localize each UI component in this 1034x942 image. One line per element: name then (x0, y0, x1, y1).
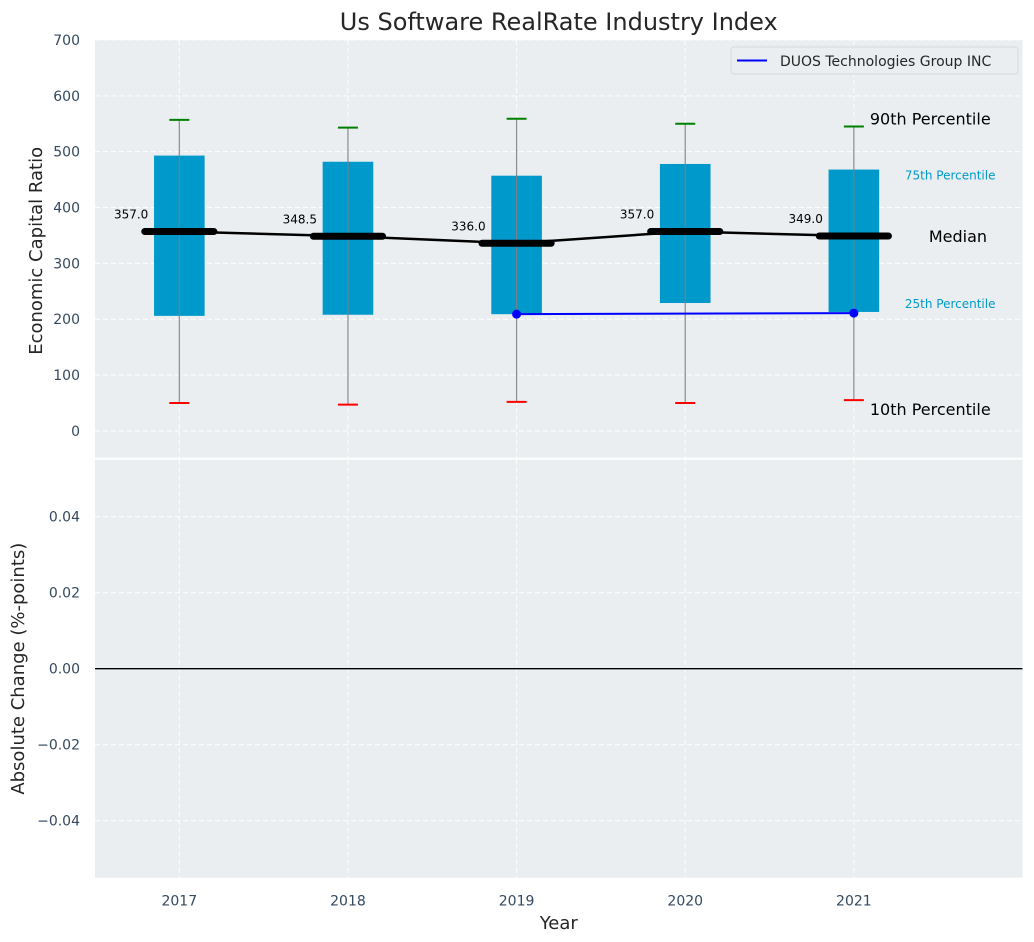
y-tick-label: −0.04 (37, 814, 80, 830)
y-axis-label-top: Economic Capital Ratio (26, 147, 47, 355)
median-value-label: 348.5 (283, 212, 317, 226)
company-point (512, 309, 522, 319)
x-tick-label: 2017 (161, 894, 197, 910)
y-tick-label: 0 (71, 424, 80, 440)
median-value-label: 349.0 (789, 212, 823, 226)
x-tick-label: 2021 (836, 894, 872, 910)
plot-background-top (95, 40, 1023, 458)
x-axis-label: Year (539, 913, 579, 934)
median-value-label: 357.0 (114, 208, 148, 222)
y-tick-label: 600 (53, 89, 80, 105)
x-tick-label: 2019 (499, 894, 535, 910)
legend: DUOS Technologies Group INC (730, 46, 1019, 75)
y-tick-label: 300 (53, 256, 80, 272)
company-line (516, 312, 854, 316)
y-tick-label: −0.02 (37, 738, 80, 754)
legend-box (730, 46, 1019, 75)
x-tick-label: 2020 (667, 894, 703, 910)
chart-title: Us Software RealRate Industry Index (340, 8, 778, 36)
bottom-panel: −0.04 −0.02 0.00 0.02 0.04 2017 2018 2019 2020 20… (37, 459, 1023, 910)
annotation-25th: 25th Percentile (905, 297, 996, 311)
annotation-75th: 75th Percentile (905, 169, 996, 183)
median-value-label: 357.0 (620, 208, 654, 222)
y-tick-label: 200 (53, 312, 80, 328)
legend-entry-label: DUOS Technologies Group INC (780, 54, 991, 70)
y-axis-label-bottom: Absolute Change (%-points) (8, 543, 29, 795)
y-tick-label: 500 (53, 145, 80, 161)
y-tick-label: 700 (53, 33, 80, 49)
company-point (849, 308, 859, 318)
y-tick-label: 0.02 (49, 586, 80, 602)
x-tick-label: 2018 (330, 894, 366, 910)
median-value-label: 336.0 (451, 219, 485, 233)
top-panel: 0 100 200 300 400 500 600 700 357.0 348.5 336.0 357… (53, 33, 1023, 458)
annotation-90th: 90th Percentile (870, 110, 991, 129)
y-tick-label: 0.00 (49, 662, 80, 678)
annotation-10th: 10th Percentile (870, 400, 991, 419)
y-tick-label: 100 (53, 368, 80, 384)
annotation-median: Median (929, 227, 987, 246)
y-tick-label: 0.04 (49, 510, 80, 526)
y-tick-label: 400 (53, 201, 80, 217)
